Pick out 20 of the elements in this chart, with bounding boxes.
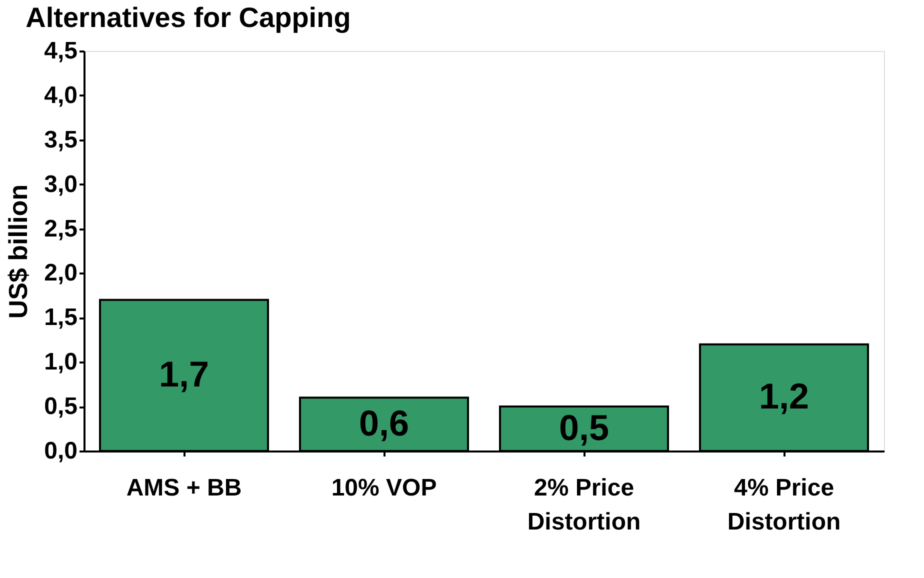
x-tick-label: 4% Price Distortion: [727, 474, 841, 536]
y-tick-label: 4,0: [44, 82, 78, 109]
x-tick-label: AMS + BB: [126, 474, 242, 502]
y-axis-title: US$ billion: [3, 184, 34, 319]
y-tick-label: 0,0: [44, 438, 78, 464]
y-tick-label: 2,0: [44, 260, 78, 287]
y-tick-label: 3,0: [44, 170, 78, 198]
y-tick-label: 0,5: [44, 393, 78, 420]
x-tick-label: 2% Price Distortion: [527, 474, 641, 536]
data-label: 0,6: [358, 402, 410, 444]
y-tick-label: 1,0: [44, 348, 78, 376]
y-tick-label: 1,5: [44, 304, 78, 332]
chart-title: Alternatives for Capping: [26, 2, 351, 33]
data-label: 1,7: [158, 353, 210, 394]
y-tick-label: 4,5: [44, 38, 78, 64]
y-tick-label: 2,5: [44, 215, 78, 242]
x-tick-label: 10% VOP: [331, 474, 437, 502]
data-label: 0,5: [558, 406, 610, 448]
y-tick-label: 3,5: [44, 126, 78, 154]
data-label: 1,2: [758, 376, 810, 417]
